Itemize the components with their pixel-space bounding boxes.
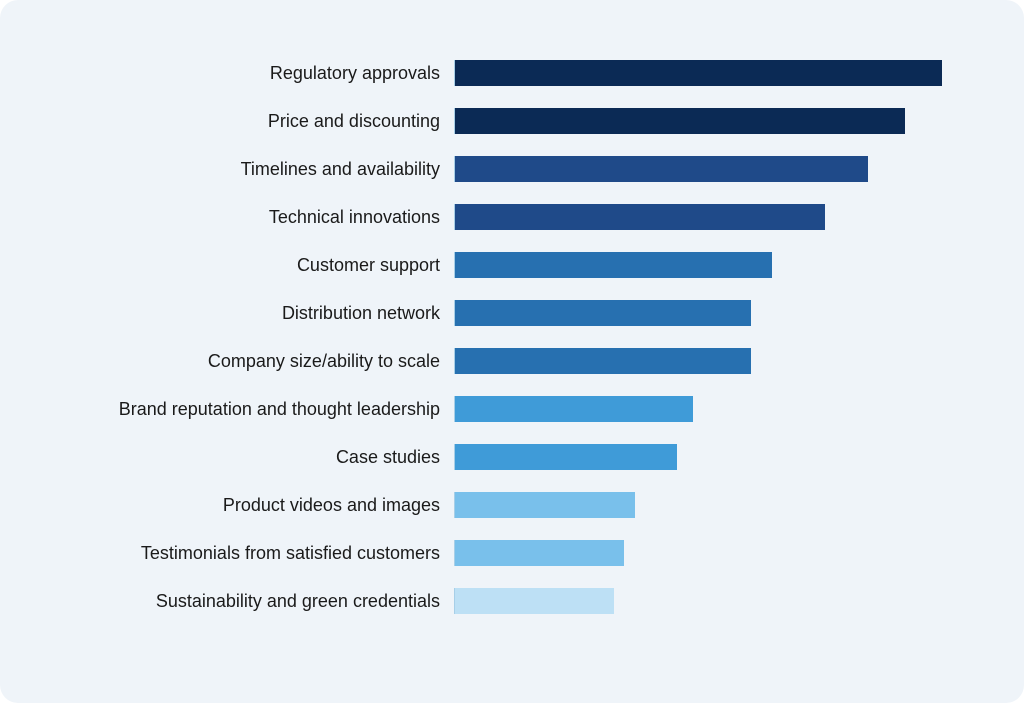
bar-track: [454, 204, 984, 230]
bar-label: Timelines and availability: [40, 159, 454, 180]
bar-label: Price and discounting: [40, 111, 454, 132]
bar-label: Technical innovations: [40, 207, 454, 228]
chart-row: Technical innovations: [40, 204, 984, 230]
bar-label: Regulatory approvals: [40, 63, 454, 84]
chart-row: Product videos and images: [40, 492, 984, 518]
bar: [455, 588, 614, 614]
bar-track: [454, 252, 984, 278]
chart-row: Distribution network: [40, 300, 984, 326]
bar-track: [454, 348, 984, 374]
bar-label: Testimonials from satisfied customers: [40, 543, 454, 564]
bar: [455, 60, 942, 86]
bar: [455, 348, 751, 374]
bar-label: Product videos and images: [40, 495, 454, 516]
bar-track: [454, 108, 984, 134]
bar-track: [454, 588, 984, 614]
bar-label: Distribution network: [40, 303, 454, 324]
bar-label: Sustainability and green credentials: [40, 591, 454, 612]
bar: [455, 156, 868, 182]
chart-row: Company size/ability to scale: [40, 348, 984, 374]
bar-label: Case studies: [40, 447, 454, 468]
bar-track: [454, 396, 984, 422]
chart-row: Testimonials from satisfied customers: [40, 540, 984, 566]
bar-track: [454, 60, 984, 86]
bar: [455, 204, 825, 230]
bar: [455, 444, 677, 470]
bar: [455, 252, 772, 278]
bar-label: Brand reputation and thought leadership: [40, 399, 454, 420]
bar-track: [454, 444, 984, 470]
bar: [455, 108, 905, 134]
bar-track: [454, 540, 984, 566]
chart-row: Brand reputation and thought leadership: [40, 396, 984, 422]
bar-track: [454, 300, 984, 326]
bar: [455, 492, 635, 518]
chart-row: Regulatory approvals: [40, 60, 984, 86]
bar-track: [454, 492, 984, 518]
chart-row: Sustainability and green credentials: [40, 588, 984, 614]
bar-label: Customer support: [40, 255, 454, 276]
chart-card: Regulatory approvals Price and discountin…: [0, 0, 1024, 703]
chart-row: Case studies: [40, 444, 984, 470]
bar-label: Company size/ability to scale: [40, 351, 454, 372]
chart-row: Customer support: [40, 252, 984, 278]
horizontal-bar-chart: Regulatory approvals Price and discountin…: [40, 60, 984, 653]
chart-row: Timelines and availability: [40, 156, 984, 182]
bar: [455, 540, 624, 566]
bar: [455, 300, 751, 326]
chart-row: Price and discounting: [40, 108, 984, 134]
bar: [455, 396, 693, 422]
bar-track: [454, 156, 984, 182]
